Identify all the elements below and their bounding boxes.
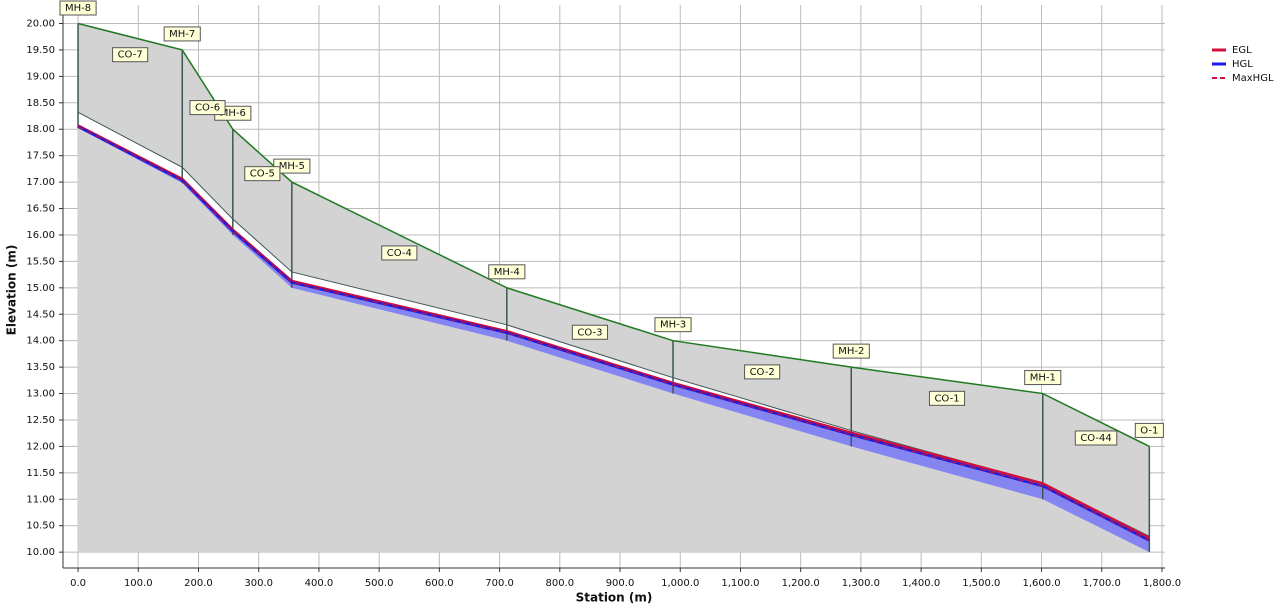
structure-label-box bbox=[163, 26, 201, 42]
y-tick-label: 14.00 bbox=[26, 336, 55, 347]
y-tick-label: 11.50 bbox=[26, 468, 55, 479]
x-tick-label: 100.0 bbox=[124, 578, 153, 589]
legend-label: EGL bbox=[1232, 45, 1252, 56]
y-tick-label: 11.00 bbox=[26, 494, 55, 505]
x-tick-label: 1,700.0 bbox=[1083, 578, 1121, 589]
y-tick-label: 13.00 bbox=[26, 389, 55, 400]
pipe-label: CO-7 bbox=[118, 50, 143, 61]
flow-band bbox=[1042, 486, 1150, 553]
y-axis-label: Elevation (m) bbox=[5, 245, 19, 336]
flow-band bbox=[673, 384, 852, 447]
y-tick-label: 14.50 bbox=[26, 309, 55, 320]
structure-label: MH-7 bbox=[169, 29, 195, 40]
y-tick-label: 10.00 bbox=[26, 547, 55, 558]
pipe-label-box bbox=[571, 324, 608, 340]
pipe-label-box bbox=[928, 390, 966, 406]
pipe-label-box bbox=[244, 166, 281, 182]
x-tick-label: 800.0 bbox=[545, 578, 574, 589]
pipe-label: CO-5 bbox=[250, 169, 275, 180]
structure-label: MH-8 bbox=[65, 3, 91, 14]
x-axis-label: Station (m) bbox=[576, 591, 653, 605]
pipe-label-box bbox=[744, 364, 781, 380]
structure-label-box bbox=[488, 264, 526, 280]
pipe-label: CO-44 bbox=[1080, 433, 1111, 444]
ground-area bbox=[78, 23, 1150, 553]
y-tick-label: 16.00 bbox=[26, 230, 55, 241]
y-tick-label: 12.50 bbox=[26, 415, 55, 426]
pipe-label: CO-6 bbox=[195, 103, 220, 114]
y-tick-label: 17.00 bbox=[26, 177, 55, 188]
flow-band bbox=[851, 434, 1043, 500]
x-tick-label: 1,200.0 bbox=[782, 578, 820, 589]
legend-label: MaxHGL bbox=[1232, 73, 1274, 84]
structure-label: MH-3 bbox=[660, 320, 686, 331]
structure-label-box bbox=[832, 343, 870, 359]
x-tick-label: 1,300.0 bbox=[842, 578, 880, 589]
y-tick-label: 10.50 bbox=[26, 521, 55, 532]
x-tick-label: 1,400.0 bbox=[902, 578, 940, 589]
flow-band bbox=[291, 282, 507, 341]
structure-label-box bbox=[1134, 422, 1164, 438]
series-line bbox=[77, 126, 1150, 541]
structure-label: MH-2 bbox=[838, 346, 864, 357]
legend-label: HGL bbox=[1232, 59, 1253, 70]
y-tick-label: 19.50 bbox=[26, 45, 55, 56]
structure-label: MH-5 bbox=[279, 161, 305, 172]
y-tick-label: 20.00 bbox=[26, 19, 55, 30]
structure-label: MH-1 bbox=[1030, 373, 1056, 384]
x-tick-label: 1,600.0 bbox=[1022, 578, 1060, 589]
x-tick-label: 200.0 bbox=[184, 578, 213, 589]
structure-label: MH-4 bbox=[494, 267, 520, 278]
x-tick-label: 1,100.0 bbox=[721, 578, 759, 589]
x-tick-label: 1,000.0 bbox=[661, 578, 699, 589]
structure-label-box bbox=[273, 158, 311, 174]
x-tick-label: 1,800.0 bbox=[1143, 578, 1181, 589]
y-tick-label: 12.00 bbox=[26, 441, 55, 452]
y-tick-label: 18.00 bbox=[26, 124, 55, 135]
pipe-label-box bbox=[112, 47, 149, 63]
y-tick-label: 17.50 bbox=[26, 151, 55, 162]
y-tick-label: 13.50 bbox=[26, 362, 55, 373]
pipe-label-box bbox=[189, 100, 226, 116]
x-tick-label: 300.0 bbox=[244, 578, 273, 589]
series-line bbox=[77, 22, 1150, 448]
structure-label: O-1 bbox=[1140, 425, 1158, 436]
flow-band bbox=[506, 332, 674, 394]
structure-label-box bbox=[59, 0, 97, 16]
x-tick-label: 700.0 bbox=[485, 578, 514, 589]
y-tick-label: 18.50 bbox=[26, 98, 55, 109]
y-tick-label: 15.50 bbox=[26, 256, 55, 267]
x-tick-label: 0.0 bbox=[70, 578, 86, 589]
y-tick-label: 15.00 bbox=[26, 283, 55, 294]
structure-label-box bbox=[1024, 370, 1062, 386]
x-tick-label: 400.0 bbox=[305, 578, 334, 589]
x-tick-label: 900.0 bbox=[606, 578, 635, 589]
pipe-label-box bbox=[381, 245, 418, 261]
structure-label-box bbox=[654, 317, 692, 333]
pipe-label-box bbox=[1074, 430, 1118, 446]
pipe-label: CO-1 bbox=[934, 393, 959, 404]
pipe-label: CO-2 bbox=[750, 367, 775, 378]
x-tick-label: 1,500.0 bbox=[962, 578, 1000, 589]
x-tick-label: 500.0 bbox=[365, 578, 394, 589]
pipe-label: CO-4 bbox=[387, 248, 412, 259]
structure-label: MH-6 bbox=[220, 108, 246, 119]
pipe-label: CO-3 bbox=[577, 327, 602, 338]
y-tick-label: 19.00 bbox=[26, 71, 55, 82]
y-tick-label: 16.50 bbox=[26, 204, 55, 215]
x-tick-label: 600.0 bbox=[425, 578, 454, 589]
